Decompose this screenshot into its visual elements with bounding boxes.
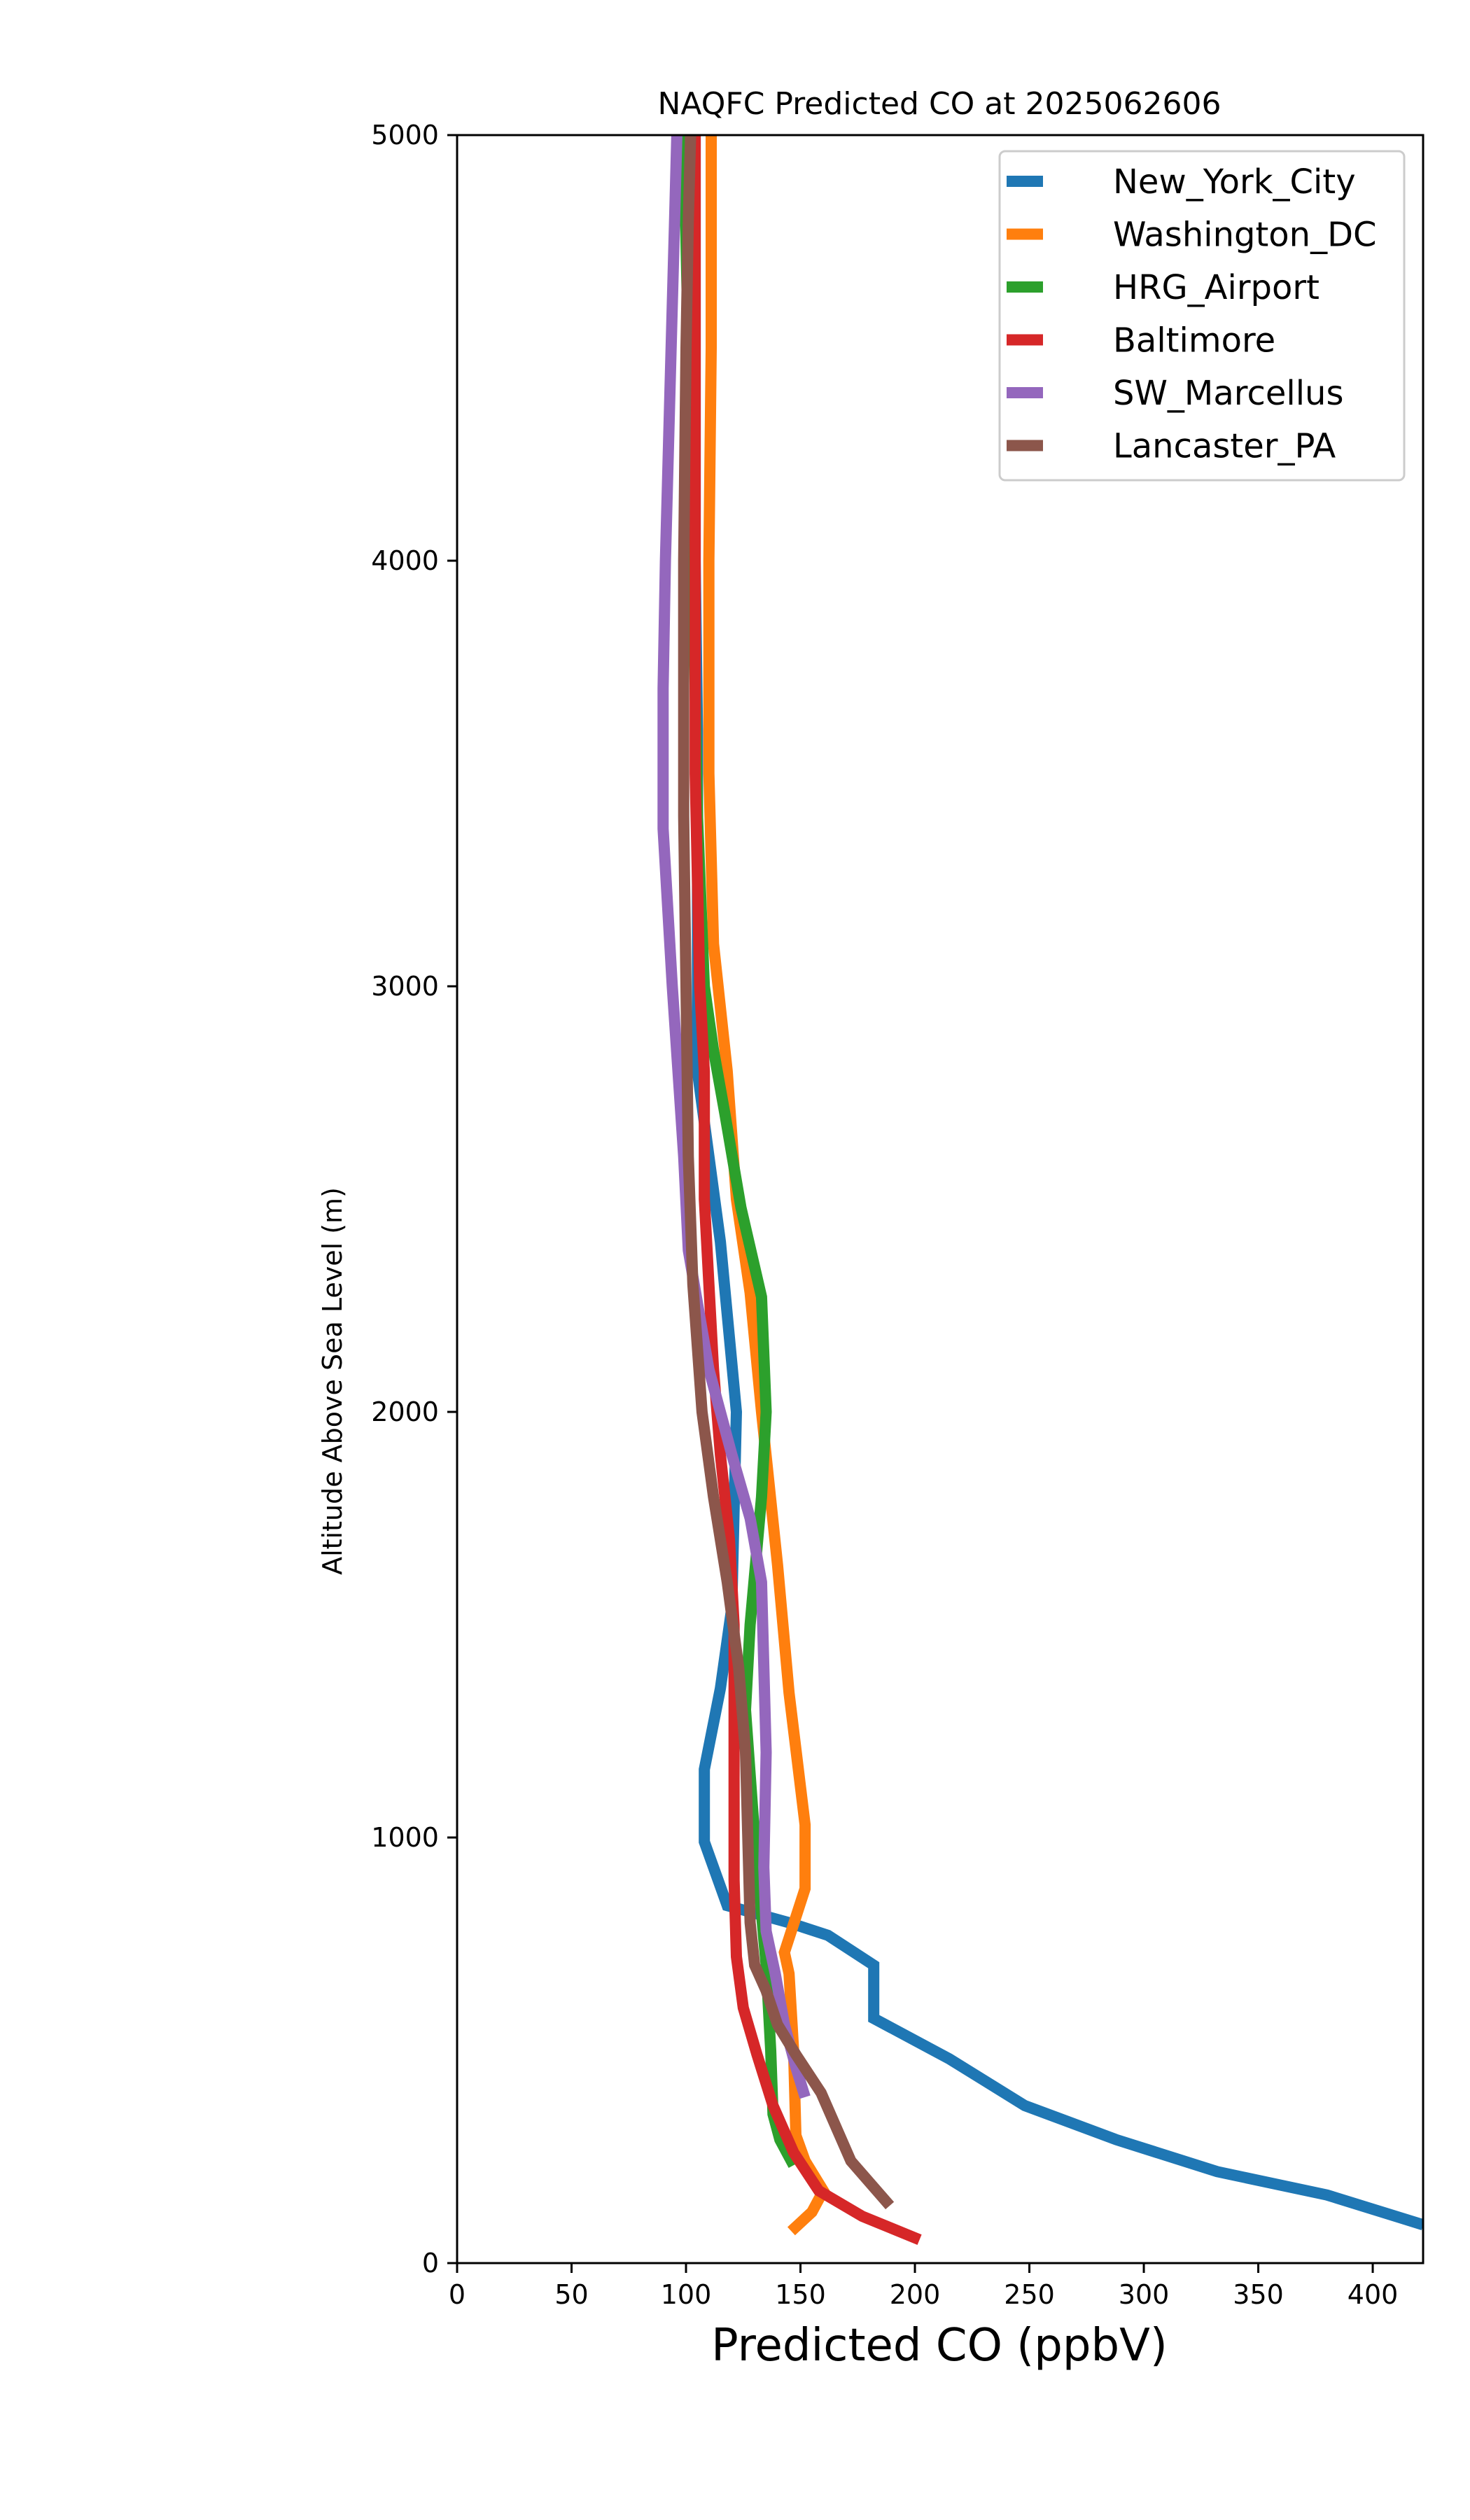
plot-lines (657, 135, 1423, 2246)
legend-box (998, 150, 1406, 482)
series-line-Lancaster_PA (678, 135, 895, 2210)
y-tick-label: 5000 (371, 120, 439, 150)
legend-label-Baltimore: Baltimore (1113, 321, 1275, 360)
x-tick-label: 0 (449, 2279, 465, 2310)
series-line-SW_Marcellus (657, 135, 811, 2099)
x-tick-label: 350 (1233, 2279, 1284, 2310)
axes-frame (456, 134, 1424, 2264)
x-tick-label: 50 (554, 2279, 588, 2310)
y-tick-label: 1000 (371, 1822, 439, 1853)
y-tick-label: 0 (422, 2248, 439, 2278)
x-axis-ticks: 0 50 100 150 200 250 300 350 400 (449, 2263, 1398, 2310)
x-tick-label: 200 (890, 2279, 941, 2310)
legend-label-Lancaster_PA: Lancaster_PA (1113, 427, 1336, 466)
legend-label-New_York_City: New_York_City (1113, 162, 1356, 202)
x-tick-label: 400 (1348, 2279, 1399, 2310)
legend: New_York_City Washington_DC HRG_Airport Bal… (998, 150, 1406, 482)
legend-label-HRG_Airport: HRG_Airport (1113, 268, 1320, 307)
x-tick-label: 250 (1004, 2279, 1055, 2310)
x-tick-label: 150 (775, 2279, 826, 2310)
chart-title: NAQFC Predicted CO at 2025062606 (658, 86, 1222, 122)
legend-label-Washington_DC: Washington_DC (1113, 216, 1377, 255)
x-tick-label: 300 (1119, 2279, 1170, 2310)
y-axis-label: Altitude Above Sea Level (m) (317, 1187, 348, 1575)
x-axis-label: Predicted CO (ppbV) (711, 2320, 1168, 2372)
series-line-Washington_DC (703, 135, 830, 2236)
y-axis-ticks: 0 1000 2000 3000 4000 5000 (371, 120, 457, 2278)
y-tick-label: 3000 (371, 971, 439, 1002)
legend-label-SW_Marcellus: SW_Marcellus (1113, 374, 1343, 413)
y-tick-label: 2000 (371, 1396, 439, 1427)
y-tick-label: 4000 (371, 545, 439, 576)
x-tick-label: 100 (661, 2279, 712, 2310)
